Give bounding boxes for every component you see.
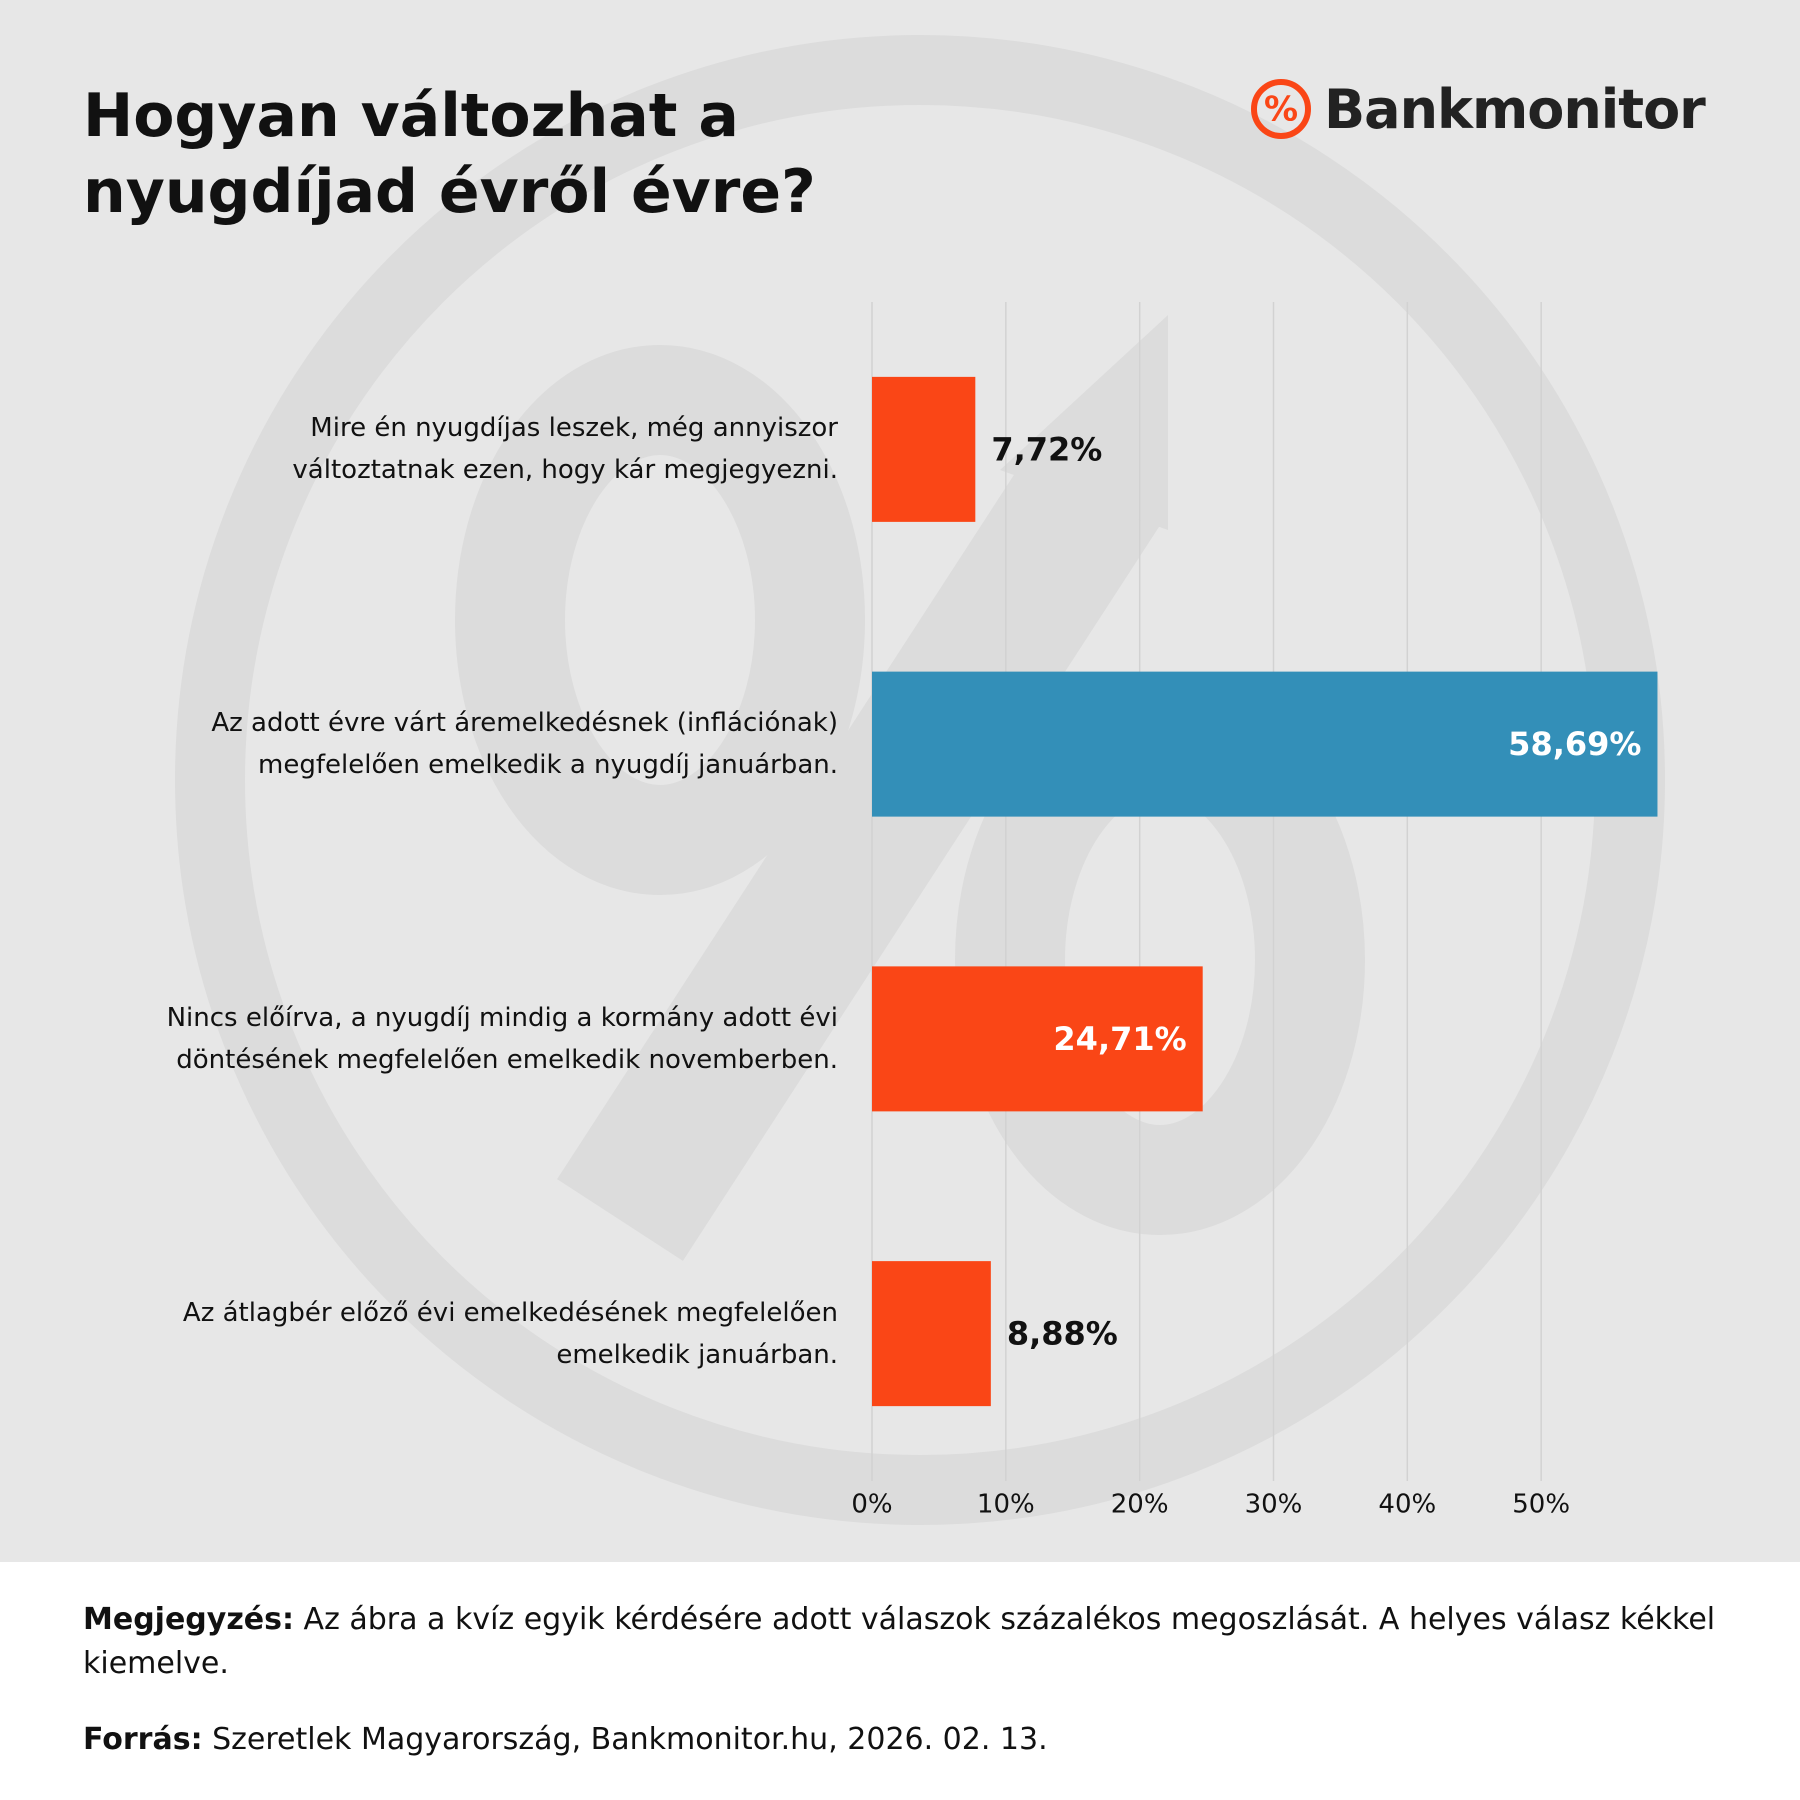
category-label: Az átlagbér előző évi emelkedésének megf…: [182, 1297, 838, 1370]
bar: [872, 671, 1658, 817]
x-tick-label: 30%: [1245, 1490, 1303, 1520]
value-label: 24,71%: [1053, 1020, 1186, 1058]
source-text: Szeretlek Magyarország, Bankmonitor.hu, …: [212, 1722, 1048, 1757]
watermark-arrow: [1000, 315, 1168, 530]
title: Hogyan változhat a nyugdíjad évről évre?: [83, 81, 816, 227]
note-label: Megjegyzés:: [83, 1602, 294, 1637]
x-tick-label: 0%: [851, 1490, 892, 1520]
category-label: Az adott évre várt áremelkedésnek (inflá…: [211, 708, 838, 781]
chart: 0% 10% 20% 30% 40% 50% 7,72% 58,69% 24,71% 8,88%: [175, 35, 1665, 1525]
x-tick-label: 50%: [1512, 1490, 1570, 1520]
value-label: 58,69%: [1508, 725, 1641, 763]
source: Forrás: Szeretlek Magyarország, Bankmoni…: [83, 1718, 1733, 1762]
note: Megjegyzés: Az ábra a kvíz egyik kérdésé…: [83, 1598, 1733, 1686]
category-label: Nincs előírva, a nyugdíj mindig a kormán…: [166, 1002, 838, 1075]
note-text: Az ábra a kvíz egyik kérdésére adott vál…: [83, 1602, 1716, 1681]
bar: [872, 1261, 991, 1407]
x-tick-label: 40%: [1378, 1490, 1436, 1520]
logo-icon: %: [1251, 79, 1311, 139]
bar: [872, 376, 976, 522]
logo-text: Bankmonitor: [1324, 77, 1706, 141]
x-tick-label: 20%: [1111, 1490, 1169, 1520]
category-label: Mire én nyugdíjas leszek, még annyiszor …: [292, 413, 838, 486]
bar: [872, 966, 1203, 1112]
logo: % Bankmonitor: [1250, 74, 1706, 144]
value-label: 7,72%: [991, 430, 1102, 468]
x-tick-label: 10%: [977, 1490, 1035, 1520]
source-label: Forrás:: [83, 1722, 203, 1757]
value-label: 8,88%: [1007, 1315, 1118, 1353]
svg-text:%: %: [1264, 90, 1298, 130]
